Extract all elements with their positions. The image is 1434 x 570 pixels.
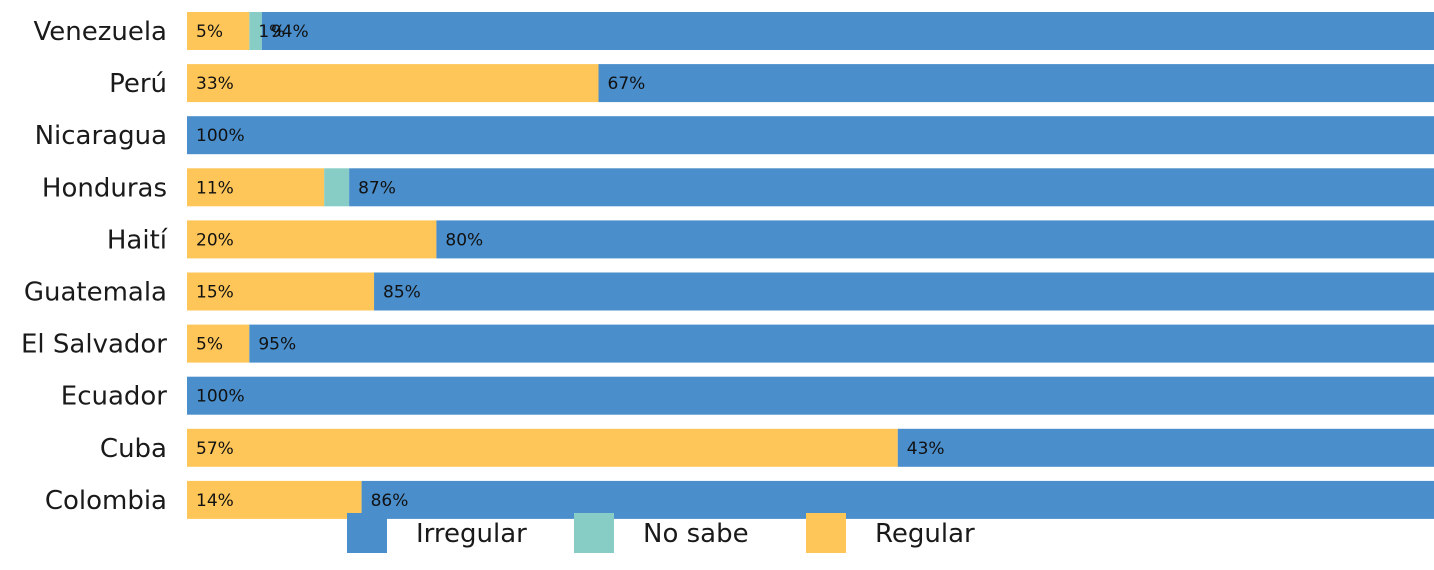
legend-label-no-sabe: No sabe	[643, 519, 749, 549]
value-label-el-salvador-regular: 5%	[196, 335, 223, 355]
value-label-peru-irregular: 67%	[608, 74, 646, 94]
bar-colombia-irregular	[361, 480, 1434, 519]
legend-label-irregular: Irregular	[416, 519, 527, 549]
bar-honduras-irregular	[349, 168, 1434, 207]
value-label-colombia-irregular: 86%	[371, 491, 409, 511]
value-label-cuba-irregular: 43%	[907, 439, 945, 459]
category-label-el-salvador: El Salvador	[21, 330, 167, 360]
category-label-nicaragua: Nicaragua	[35, 121, 167, 151]
category-label-peru: Perú	[109, 69, 167, 99]
bar-guatemala-irregular	[374, 272, 1434, 311]
category-label-cuba: Cuba	[100, 434, 167, 464]
value-label-peru-regular: 33%	[196, 74, 234, 94]
value-label-honduras-irregular: 87%	[358, 178, 396, 198]
value-label-nicaragua-irregular: 100%	[196, 126, 245, 146]
bar-venezuela-regular	[187, 12, 250, 50]
value-label-cuba-regular: 57%	[196, 439, 234, 459]
bar-cuba-irregular	[897, 428, 1434, 467]
legend-swatch-no-sabe	[574, 513, 614, 553]
value-label-guatemala-irregular: 85%	[383, 283, 421, 303]
category-label-colombia: Colombia	[45, 486, 167, 516]
bar-guatemala-regular	[187, 272, 375, 311]
bar-honduras-regular	[187, 168, 325, 207]
category-label-haiti: Haití	[107, 225, 168, 255]
bar-haiti-irregular	[436, 220, 1434, 259]
value-label-haiti-regular: 20%	[196, 230, 234, 250]
bar-el-salvador-regular	[187, 324, 250, 363]
legend-swatch-regular	[806, 513, 846, 553]
value-label-colombia-regular: 14%	[196, 491, 234, 511]
bar-el-salvador-irregular	[249, 324, 1434, 363]
bars-group	[187, 12, 1434, 519]
value-label-honduras-regular: 11%	[196, 178, 234, 198]
bar-colombia-regular	[187, 480, 362, 519]
legend-swatch-irregular	[347, 513, 387, 553]
bar-nicaragua-irregular	[187, 116, 1434, 155]
legend: Irregular No sabe Regular	[347, 513, 975, 553]
value-labels: 5% 1%94% 33% 67% 100% 11% 87% 20% 80% 15% 85% 5% 95%…	[196, 22, 945, 511]
value-label-ecuador-irregular: 100%	[196, 387, 245, 407]
bar-cuba-regular	[187, 428, 898, 467]
value-label-venezuela-no-sabe: 1%	[258, 22, 285, 42]
bar-peru-irregular	[598, 64, 1434, 103]
bar-venezuela-irregular	[261, 12, 1434, 50]
value-label-el-salvador-irregular: 95%	[258, 335, 296, 355]
value-label-guatemala-regular: 15%	[196, 283, 234, 303]
bar-venezuela-no-sabe	[249, 12, 262, 50]
category-labels: Venezuela Perú Nicaragua Honduras Haití Guate…	[21, 17, 168, 516]
category-label-ecuador: Ecuador	[61, 382, 168, 412]
legend-label-regular: Regular	[875, 519, 975, 549]
bar-peru-regular	[187, 64, 599, 103]
value-label-venezuela-irregular: 94%	[271, 22, 309, 42]
category-label-honduras: Honduras	[42, 173, 167, 203]
bar-honduras-no-sabe	[324, 168, 350, 207]
bar-haiti-regular	[187, 220, 437, 259]
value-label-venezuela-regular: 5%	[196, 22, 223, 42]
category-label-venezuela: Venezuela	[33, 17, 167, 47]
bar-ecuador-irregular	[187, 376, 1434, 415]
value-label-haiti-irregular: 80%	[445, 230, 483, 250]
category-label-guatemala: Guatemala	[24, 278, 167, 308]
